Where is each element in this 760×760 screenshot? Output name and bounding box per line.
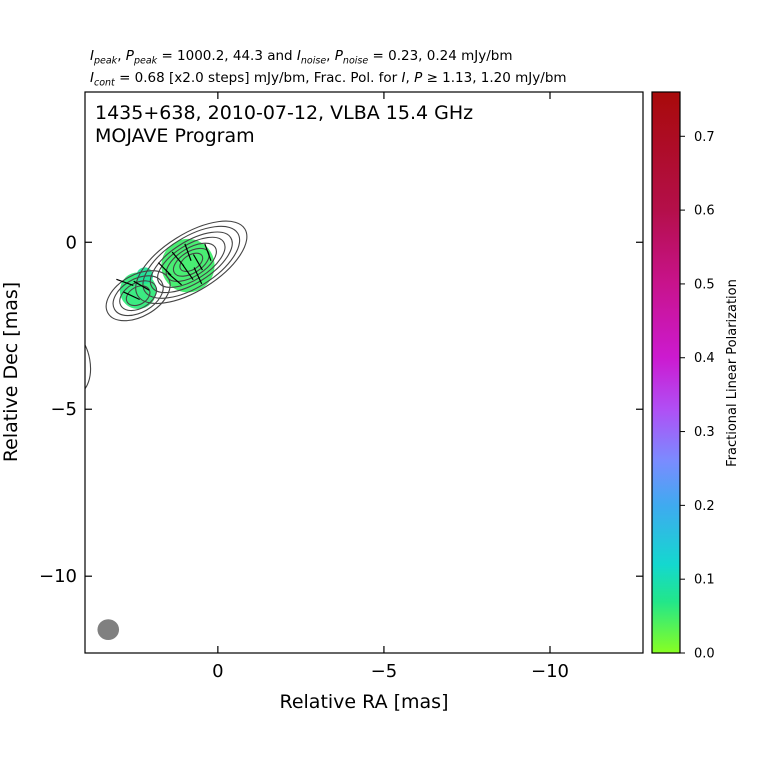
contour-inner-jet-1 — [112, 275, 164, 317]
x-tick-label: 0 — [212, 661, 223, 682]
colorbar-tick-label: 0.7 — [694, 130, 715, 145]
y-tick-label: −5 — [50, 399, 77, 420]
cont-text: = 0.68 [x2.0 steps] mJy/bm, Frac. Pol. f… — [119, 70, 398, 86]
colorbar-bar — [651, 91, 681, 654]
colorbar-tick-label: 0.0 — [694, 647, 715, 662]
x-tick-label: −5 — [371, 661, 398, 682]
peak-values: = 1000.2, 44.3 and — [161, 48, 293, 64]
p-peak-subscript: peak — [133, 55, 158, 67]
evpa-tick-0 — [204, 243, 212, 261]
i-cont-symbol: I — [90, 70, 94, 86]
evpa-tick-11 — [1, 507, 10, 523]
polarization-patch-3 — [3, 507, 11, 515]
evpa-tick-3 — [171, 251, 185, 267]
colorbar-label: Fractional Linear Polarization — [725, 279, 740, 467]
evpa-ticks — [1, 243, 212, 523]
plot-background — [85, 92, 643, 653]
contour-knot-8-1 — [0, 492, 16, 567]
beam-ellipse — [97, 619, 120, 640]
contour-core-0 — [135, 220, 248, 305]
colorbar: 0.0 0.1 0.2 0.3 0.4 0.5 0.6 0.7 — [651, 91, 715, 662]
y-tick-label: 0 — [66, 232, 77, 253]
evpa-tick-4 — [193, 267, 203, 285]
i-cont-subscript: cont — [93, 77, 115, 89]
evpa-tick-10 — [116, 278, 134, 286]
polarization-patch-5 — [0, 516, 2, 523]
evpa-tick-2 — [182, 264, 194, 281]
chart-title-line-1: 1435+638, 2010-07-12, VLBA 15.4 GHz — [95, 102, 473, 124]
evpa-tick-6 — [184, 243, 192, 261]
contour-knot-8-2 — [0, 503, 4, 556]
colorbar-tick-label: 0.6 — [694, 204, 715, 219]
axes: 0 −5 −10 0 −5 −10 — [39, 91, 644, 682]
p-peak-symbol: P — [125, 48, 134, 64]
polarization-patch-4 — [0, 511, 5, 520]
colorbar-tick-label: 0.5 — [694, 277, 715, 292]
colorbar-tick-label: 0.3 — [694, 425, 715, 440]
p-symbol: P — [414, 70, 423, 86]
colorbar-tick-label: 0.1 — [694, 573, 715, 588]
contour-core-2 — [149, 231, 233, 294]
p-noise-subscript: noise — [342, 55, 369, 67]
contour-knot-8-0 — [0, 481, 28, 578]
plot-area — [85, 92, 643, 653]
p-noise-symbol: P — [334, 48, 343, 64]
i-peak-symbol: I — [90, 48, 94, 64]
contour-knot-3-2 — [67, 357, 76, 368]
contour-core-3 — [157, 236, 226, 288]
evpa-tick-8 — [133, 280, 150, 291]
threshold-text: ≥ 1.13, 1.20 mJy/bm — [426, 70, 567, 86]
i-noise-subscript: noise — [300, 55, 327, 67]
beam — [97, 619, 120, 640]
colorbar-tick-label: 0.4 — [694, 351, 715, 366]
header-line-1: Ipeak, Ppeak = 1000.2, 44.3 and Inoise, … — [90, 48, 513, 67]
i-symbol: I — [401, 70, 406, 86]
noise-values: = 0.23, 0.24 mJy/bm — [372, 48, 513, 64]
plot-frame — [84, 91, 644, 654]
x-tick-label: −10 — [531, 661, 569, 682]
y-tick-label: −10 — [39, 566, 77, 587]
evpa-tick-1 — [192, 254, 203, 271]
contour-knot-3-1 — [58, 342, 86, 382]
x-axis-label: Relative RA [mas] — [279, 691, 448, 713]
i-noise-symbol: I — [296, 48, 301, 64]
evpa-tick-7 — [157, 262, 172, 276]
contour-core-1 — [142, 225, 241, 299]
chart-title-line-2: MOJAVE Program — [95, 125, 255, 147]
contour-inner-jet-0 — [105, 270, 171, 322]
y-axis-label: Relative Dec [mas] — [0, 282, 22, 462]
i-peak-subscript: peak — [93, 55, 118, 67]
evpa-tick-9 — [123, 291, 140, 301]
header-line-2: Icont = 0.68 [x2.0 steps] mJy/bm, Frac. … — [90, 70, 567, 89]
colorbar-tick-label: 0.2 — [694, 499, 715, 514]
